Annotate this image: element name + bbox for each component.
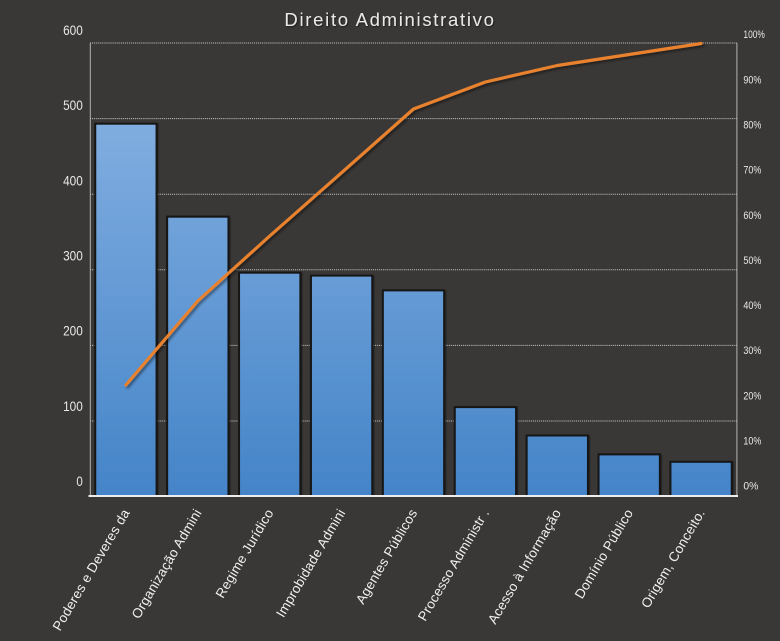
svg-text:60%: 60% <box>743 210 761 222</box>
svg-text:90%: 90% <box>743 74 761 86</box>
svg-text:50%: 50% <box>743 255 761 267</box>
svg-text:400: 400 <box>63 172 83 188</box>
svg-text:500: 500 <box>63 97 83 113</box>
svg-text:300: 300 <box>63 248 83 264</box>
svg-text:20%: 20% <box>743 390 761 402</box>
svg-text:0: 0 <box>76 473 83 489</box>
svg-text:200: 200 <box>63 323 83 339</box>
svg-text:100: 100 <box>63 398 83 414</box>
svg-text:600: 600 <box>63 22 83 38</box>
svg-text:10%: 10% <box>743 436 761 448</box>
svg-text:100%: 100% <box>743 29 765 41</box>
svg-text:Direito Administrativo: Direito Administrativo <box>284 9 495 30</box>
svg-text:70%: 70% <box>743 165 761 177</box>
svg-text:80%: 80% <box>743 120 761 132</box>
svg-text:40%: 40% <box>743 300 761 312</box>
svg-text:30%: 30% <box>743 345 761 357</box>
svg-text:0%: 0% <box>743 481 758 493</box>
